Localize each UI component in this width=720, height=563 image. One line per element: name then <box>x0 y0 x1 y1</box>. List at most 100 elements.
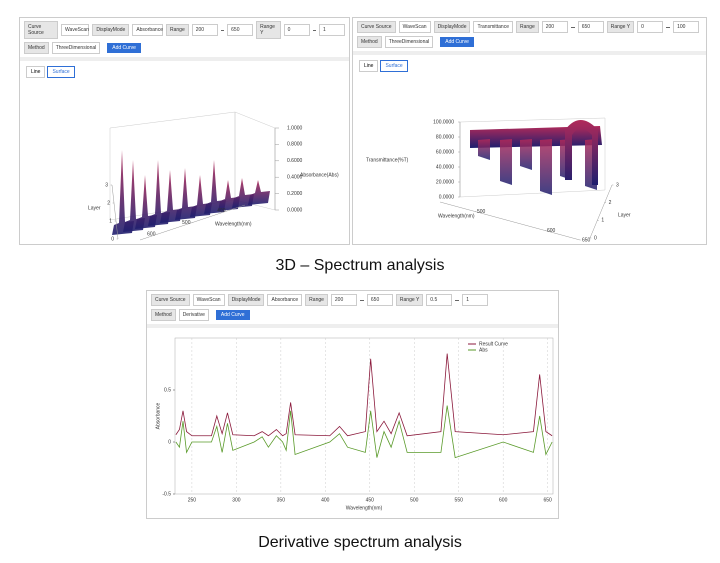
surface-peak <box>175 168 197 220</box>
axis-line <box>589 184 613 239</box>
tick-label: 500 <box>182 220 191 226</box>
range-dash <box>666 26 671 28</box>
x-tick-label: 500 <box>410 497 419 503</box>
control-value[interactable]: 200 <box>191 24 218 36</box>
x-axis-label: Wavelength(nm) <box>215 221 252 227</box>
y-tick-label: 0.5 <box>164 387 171 393</box>
axis-line <box>111 184 119 240</box>
range-dash <box>455 299 460 301</box>
z-axis-label: Absorbance(Abs) <box>300 172 339 178</box>
control-value[interactable]: 1 <box>319 24 346 36</box>
control-value[interactable]: 650 <box>366 294 393 306</box>
control-value[interactable]: Transmittance <box>473 21 513 33</box>
control-label: Curve Source <box>357 21 396 33</box>
tick-label: 650 <box>582 237 591 243</box>
tick-label: 100.0000 <box>433 119 454 125</box>
control-value[interactable]: WaveScan <box>61 24 90 36</box>
tick-label: 40.0000 <box>436 164 454 170</box>
axis-line <box>439 201 581 241</box>
tab[interactable]: Line <box>26 66 46 78</box>
tick-label: 600 <box>547 228 556 234</box>
control-row: Curve Source WaveScan DisplayMode Absorbanc… <box>24 21 346 39</box>
tick-label: 600 <box>147 231 156 237</box>
add-curve-button[interactable]: Add Curve <box>107 43 141 53</box>
tick-label: 1 <box>601 218 604 224</box>
control-row: Method ThreeDimensional Add Curve <box>24 42 345 54</box>
tick-label: 1.0000 <box>287 125 303 131</box>
x-tick-label: 550 <box>455 497 464 503</box>
control-value[interactable]: 0 <box>283 24 310 36</box>
tick-label: 80.0000 <box>436 134 454 140</box>
control-value[interactable]: ThreeDimensional <box>384 36 434 48</box>
range-dash <box>359 299 364 301</box>
tabs: Line Surface <box>26 66 343 78</box>
tick-label: 0.2000 <box>287 191 303 197</box>
layer-label: Layer <box>88 205 101 211</box>
x-axis-label: Wavelength(nm) <box>346 505 383 511</box>
control-label: DisplayMode <box>92 24 130 36</box>
tick-label: 2 <box>609 200 612 206</box>
legend-label: Result Curve <box>479 341 508 347</box>
control-row: Curve Source WaveScan DisplayMode Transmitt… <box>357 21 702 33</box>
legend-label: Abs <box>479 347 488 353</box>
control-value[interactable]: Absorbance <box>267 294 303 306</box>
tick-label: 0.6000 <box>287 158 303 164</box>
control-label: Range <box>305 294 328 306</box>
surface-peak <box>204 160 226 214</box>
surface-peak <box>160 170 182 223</box>
surface-peak <box>248 180 270 205</box>
range-dash <box>312 29 317 31</box>
y-tick-label: 0 <box>168 439 171 445</box>
control-value[interactable]: 1 <box>462 294 489 306</box>
tick-label: 0.8000 <box>287 142 303 148</box>
control-value[interactable]: 0.5 <box>426 294 453 306</box>
control-value[interactable]: 0 <box>637 21 664 33</box>
tab[interactable]: Surface <box>380 60 408 72</box>
tick-label: 0 <box>111 236 114 242</box>
tick-label: 500 <box>477 209 486 215</box>
tabs: Line Surface <box>359 60 700 72</box>
control-value[interactable]: 200 <box>330 294 357 306</box>
control-label: Curve Source <box>151 294 190 306</box>
separator <box>147 324 558 328</box>
control-value[interactable]: WaveScan <box>192 294 225 306</box>
tick-label: 20.0000 <box>436 179 454 185</box>
control-value[interactable]: Derivative <box>178 309 209 321</box>
surface-arch <box>565 120 598 185</box>
surface-peak <box>148 160 170 226</box>
control-value[interactable]: 100 <box>673 21 700 33</box>
tick-label: 0.4000 <box>287 175 303 181</box>
control-value[interactable]: Absorbance <box>132 24 163 36</box>
line-series <box>175 353 553 437</box>
surface-curtain <box>540 139 552 195</box>
surface-peak <box>232 178 254 208</box>
control-row: Method Derivative Add Curve <box>151 309 554 321</box>
range-dash <box>570 26 575 28</box>
separator <box>20 57 349 61</box>
x-tick-label: 650 <box>543 497 552 503</box>
tab[interactable]: Surface <box>47 66 75 78</box>
x-tick-label: 450 <box>366 497 375 503</box>
caption: 3D – Spectrum analysis <box>275 257 445 274</box>
control-value[interactable]: ThreeDimensional <box>51 42 101 54</box>
add-curve-button[interactable]: Add Curve <box>440 37 474 47</box>
control-value[interactable]: 200 <box>541 21 568 33</box>
tab[interactable]: Line <box>359 60 379 72</box>
tick-label: 60.0000 <box>436 149 454 155</box>
control-value[interactable]: WaveScan <box>398 21 431 33</box>
x-tick-label: 300 <box>232 497 241 503</box>
tick-label: 3 <box>616 182 619 188</box>
control-label: DisplayMode <box>227 294 265 306</box>
x-tick-label: 350 <box>277 497 286 503</box>
add-curve-button[interactable]: Add Curve <box>215 310 250 320</box>
tick-label: 3 <box>105 182 108 188</box>
y-axis-label: Absorbance <box>155 402 161 429</box>
control-row: Method ThreeDimensional Add Curve <box>357 36 702 48</box>
tick-label: 0.0000 <box>439 194 455 200</box>
tick-label: 1 <box>109 218 112 224</box>
layer-label: Layer <box>618 212 631 218</box>
control-label: Range <box>166 24 189 36</box>
control-value[interactable]: 650 <box>227 24 254 36</box>
control-value[interactable]: 650 <box>577 21 604 33</box>
